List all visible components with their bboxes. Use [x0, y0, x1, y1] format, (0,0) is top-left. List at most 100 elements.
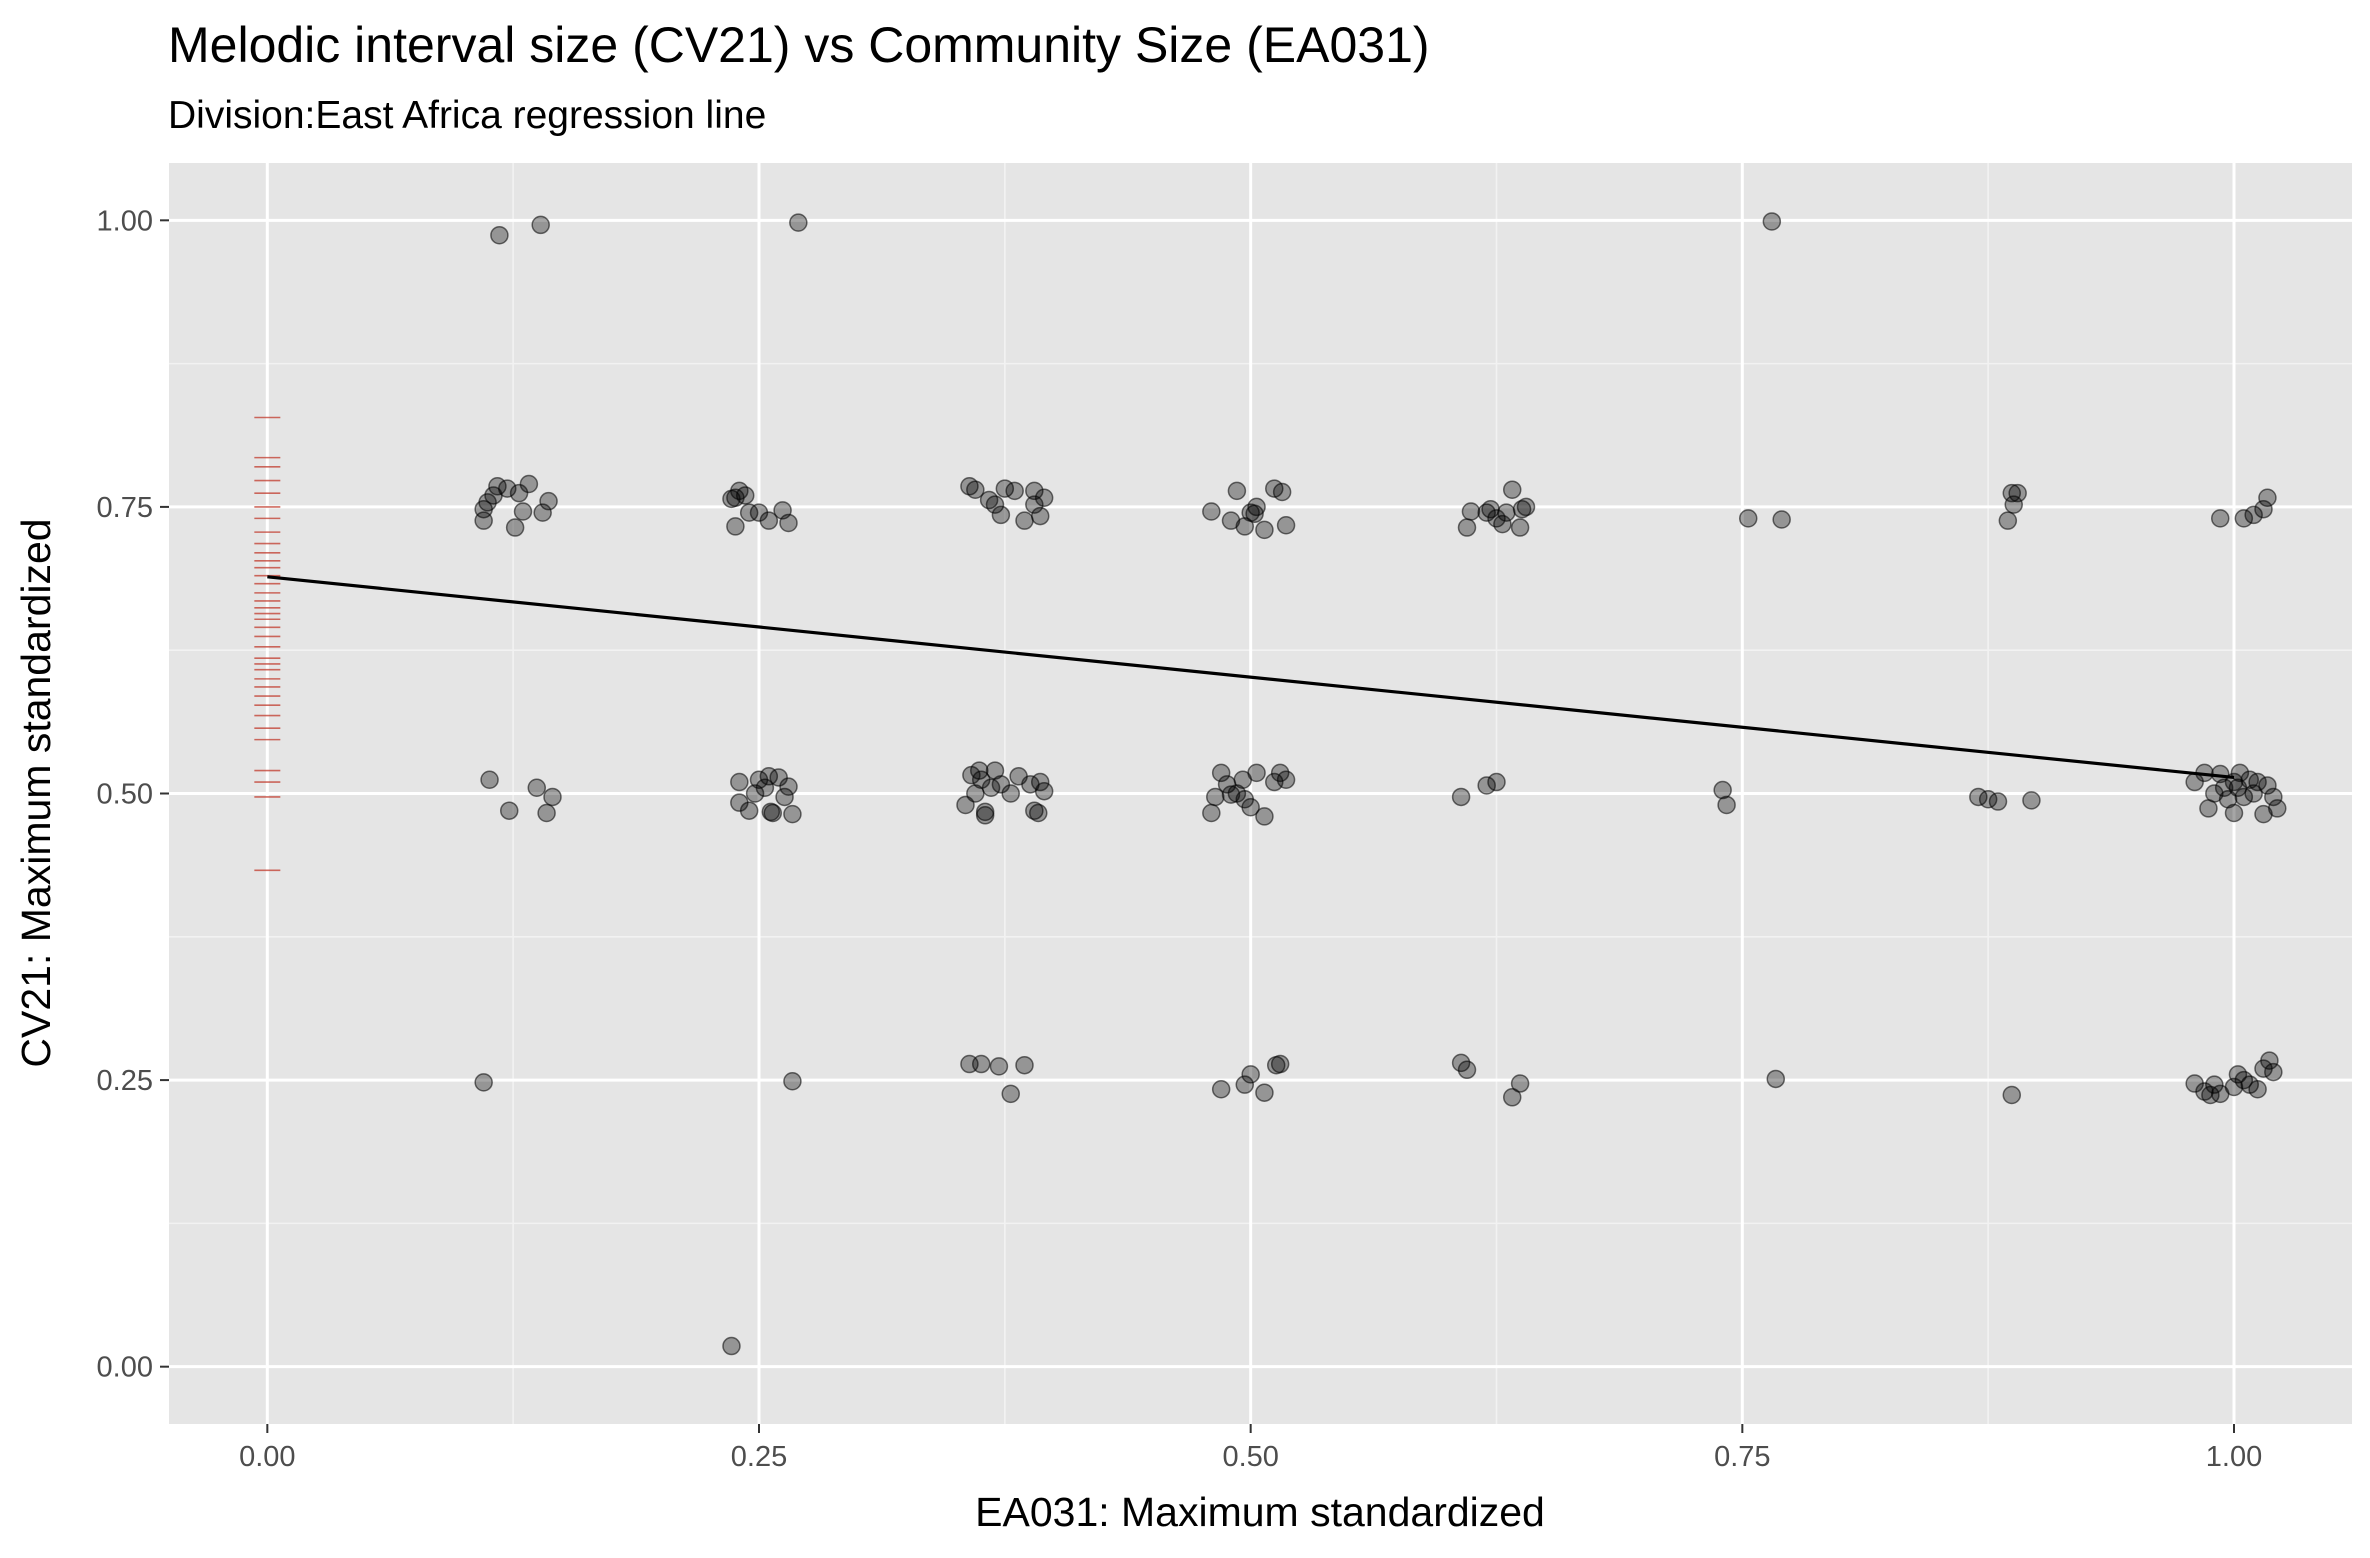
data-point	[509, 483, 529, 503]
data-point	[1227, 481, 1247, 501]
data-point	[1202, 502, 1221, 521]
data-point	[1717, 795, 1736, 815]
data-point	[1988, 792, 2008, 811]
data-point	[1247, 763, 1266, 783]
data-point	[537, 803, 556, 823]
data-point	[775, 787, 794, 807]
data-point	[1270, 1054, 1290, 1074]
data-point	[1510, 1074, 1530, 1093]
chart-subtitle: Division:East Africa regression line	[168, 94, 766, 137]
data-point	[2022, 791, 2041, 810]
data-point	[1497, 503, 1516, 522]
data-point	[1025, 495, 1044, 514]
data-point	[2228, 778, 2248, 798]
data-point	[759, 511, 779, 530]
data-point	[1211, 1080, 1231, 1099]
data-point	[1451, 787, 1471, 807]
data-point	[2230, 763, 2250, 783]
data-point	[2205, 1075, 2224, 1094]
data-point	[1457, 1060, 1477, 1080]
y-tick-label: 0.00	[97, 1352, 153, 1384]
data-point	[2210, 509, 2230, 528]
data-point	[779, 777, 798, 796]
data-point	[1512, 499, 1532, 519]
data-point	[1235, 789, 1255, 809]
data-point	[1998, 511, 2018, 530]
data-point	[769, 768, 788, 787]
data-point	[1001, 1084, 1020, 1104]
data-point	[971, 1054, 991, 1074]
x-tick-label: 1.00	[2206, 1441, 2262, 1473]
x-tick-label: 0.25	[731, 1441, 787, 1473]
data-point	[783, 1071, 802, 1091]
data-point	[739, 503, 759, 522]
data-point	[505, 518, 525, 537]
data-point	[779, 513, 798, 533]
data-point	[543, 787, 562, 807]
data-point	[539, 491, 558, 511]
data-point	[970, 761, 989, 780]
x-tick-label: 0.00	[239, 1441, 295, 1473]
data-point	[726, 517, 745, 536]
data-point	[1015, 1055, 1034, 1075]
data-point	[1206, 787, 1225, 807]
data-point	[2260, 1051, 2279, 1070]
data-point	[2234, 509, 2254, 528]
data-point	[975, 806, 995, 825]
data-point	[1772, 510, 1791, 529]
y-axis-title: CV21: Maximum standardized	[13, 518, 59, 1067]
data-point	[966, 480, 985, 499]
data-point	[2008, 483, 2027, 503]
data-point	[1005, 481, 1024, 501]
data-point	[1487, 772, 1506, 792]
x-tick-label: 0.75	[1714, 1441, 1770, 1473]
data-point	[1235, 1075, 1255, 1094]
data-point	[1461, 502, 1481, 521]
data-point	[1255, 520, 1274, 540]
data-point	[2244, 505, 2263, 525]
data-point	[498, 479, 517, 498]
data-point	[2264, 787, 2283, 807]
y-tick-label: 0.50	[97, 779, 153, 811]
data-point	[1276, 770, 1296, 789]
data-point	[1241, 1065, 1260, 1084]
data-point	[739, 801, 759, 820]
data-point	[1457, 518, 1477, 537]
data-point	[2258, 488, 2277, 507]
data-point	[2234, 787, 2254, 807]
data-point	[722, 1336, 741, 1356]
data-point	[2002, 483, 2022, 503]
data-point	[1247, 497, 1266, 517]
data-point	[527, 778, 547, 798]
data-point	[1276, 516, 1296, 535]
data-point	[1030, 772, 1050, 792]
data-point	[2248, 1080, 2267, 1099]
y-tick-label: 1.00	[97, 205, 153, 237]
x-axis-title: EA031: Maximum standardized	[975, 1489, 1545, 1535]
data-point	[2258, 776, 2277, 795]
data-point	[519, 474, 539, 494]
data-point	[2002, 1085, 2022, 1105]
data-point	[730, 772, 749, 792]
data-point	[1030, 506, 1050, 526]
data-point	[1001, 784, 1020, 803]
data-point	[1477, 776, 1496, 795]
data-point	[474, 1073, 493, 1092]
data-point	[1202, 803, 1221, 823]
data-point	[2004, 495, 2023, 514]
data-point	[745, 784, 765, 803]
data-point	[1502, 1088, 1522, 1107]
data-point	[1766, 1069, 1786, 1089]
data-point	[1502, 480, 1522, 499]
regression-line	[267, 575, 2235, 780]
data-point	[783, 804, 802, 824]
data-point	[1034, 488, 1054, 507]
data-point	[1221, 785, 1241, 804]
data-point	[726, 488, 745, 507]
data-point	[513, 502, 533, 521]
data-point	[1510, 518, 1530, 537]
data-point	[2268, 799, 2287, 818]
data-point	[490, 225, 509, 245]
data-point	[531, 215, 550, 235]
